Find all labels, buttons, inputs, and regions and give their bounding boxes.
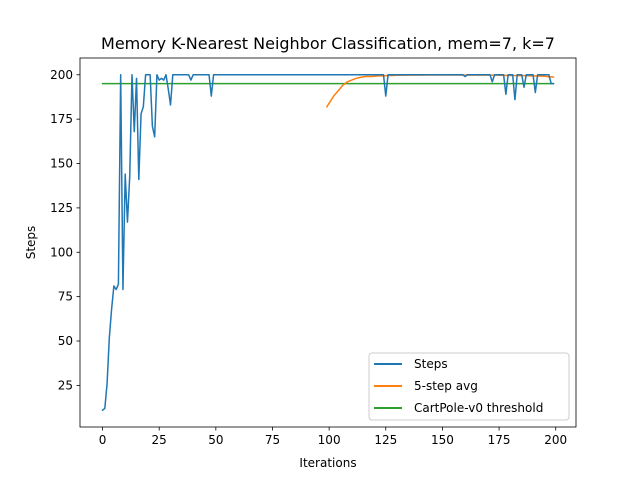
x-tick-label: 200 [544, 433, 567, 447]
x-tick-label: 125 [374, 433, 397, 447]
legend-label-threshold: CartPole-v0 threshold [414, 401, 543, 415]
x-tick-label: 50 [208, 433, 223, 447]
legend-box [368, 352, 570, 421]
y-tick-label: 50 [58, 334, 73, 348]
y-tick-label: 25 [58, 378, 73, 392]
legend: Steps 5-step avg CartPole-v0 threshold [368, 352, 570, 421]
x-tick-label: 150 [431, 433, 454, 447]
x-tick-label: 175 [488, 433, 511, 447]
chart-title: Memory K-Nearest Neighbor Classification… [101, 34, 555, 53]
y-tick-label: 125 [50, 201, 73, 215]
x-tick-label: 100 [318, 433, 341, 447]
series-line-5-step-avg [325, 74, 555, 108]
y-tick-label: 175 [50, 112, 73, 126]
x-tick-label: 0 [99, 433, 107, 447]
y-tick-label: 150 [50, 157, 73, 171]
legend-label-5-step-avg: 5-step avg [414, 379, 478, 393]
series-line-steps [101, 74, 555, 412]
plot-frame [79, 57, 577, 428]
x-tick-label: 25 [152, 433, 167, 447]
y-tick-label: 75 [58, 290, 73, 304]
y-tick-label: 200 [50, 68, 73, 82]
x-tick-label: 75 [265, 433, 280, 447]
y-tick-label: 100 [50, 245, 73, 259]
ticks-layer: 0 25 50 75 100 125 150 175 200 25 50 75 100 125 150 175… [50, 68, 567, 447]
y-axis-label: Steps [24, 226, 38, 260]
legend-label-steps: Steps [414, 357, 448, 371]
series-layer [101, 74, 555, 412]
x-axis-label: Iterations [299, 456, 356, 470]
